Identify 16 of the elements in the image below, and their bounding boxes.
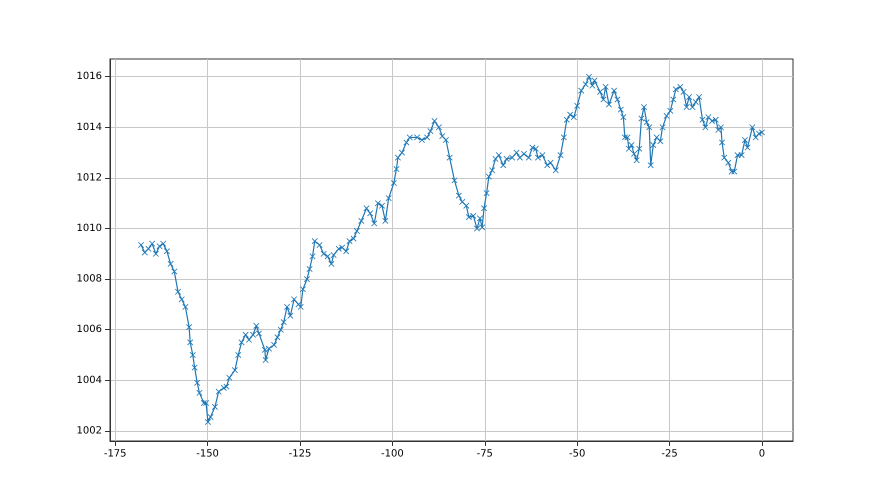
x-tick-label: -125: [288, 448, 312, 460]
y-tick-label: 1006: [76, 324, 102, 336]
y-tick-label: 1008: [76, 274, 102, 285]
x-tick-label: -175: [104, 448, 127, 460]
y-tick-label: 1014: [76, 122, 102, 133]
y-tick-label: 1010: [76, 222, 102, 234]
x-tick-label: -100: [381, 448, 404, 460]
y-tick-label: 1002: [76, 425, 102, 436]
x-tick-label: -50: [568, 448, 586, 460]
x-tick-label: -150: [196, 448, 219, 460]
x-tick-label: -75: [476, 448, 493, 460]
x-tick-label: 0: [758, 448, 766, 460]
x-tick-label: -25: [661, 448, 678, 460]
y-tick-label: 1012: [76, 172, 102, 184]
y-tick-label: 1016: [76, 71, 102, 82]
y-tick-label: 1004: [76, 374, 102, 386]
